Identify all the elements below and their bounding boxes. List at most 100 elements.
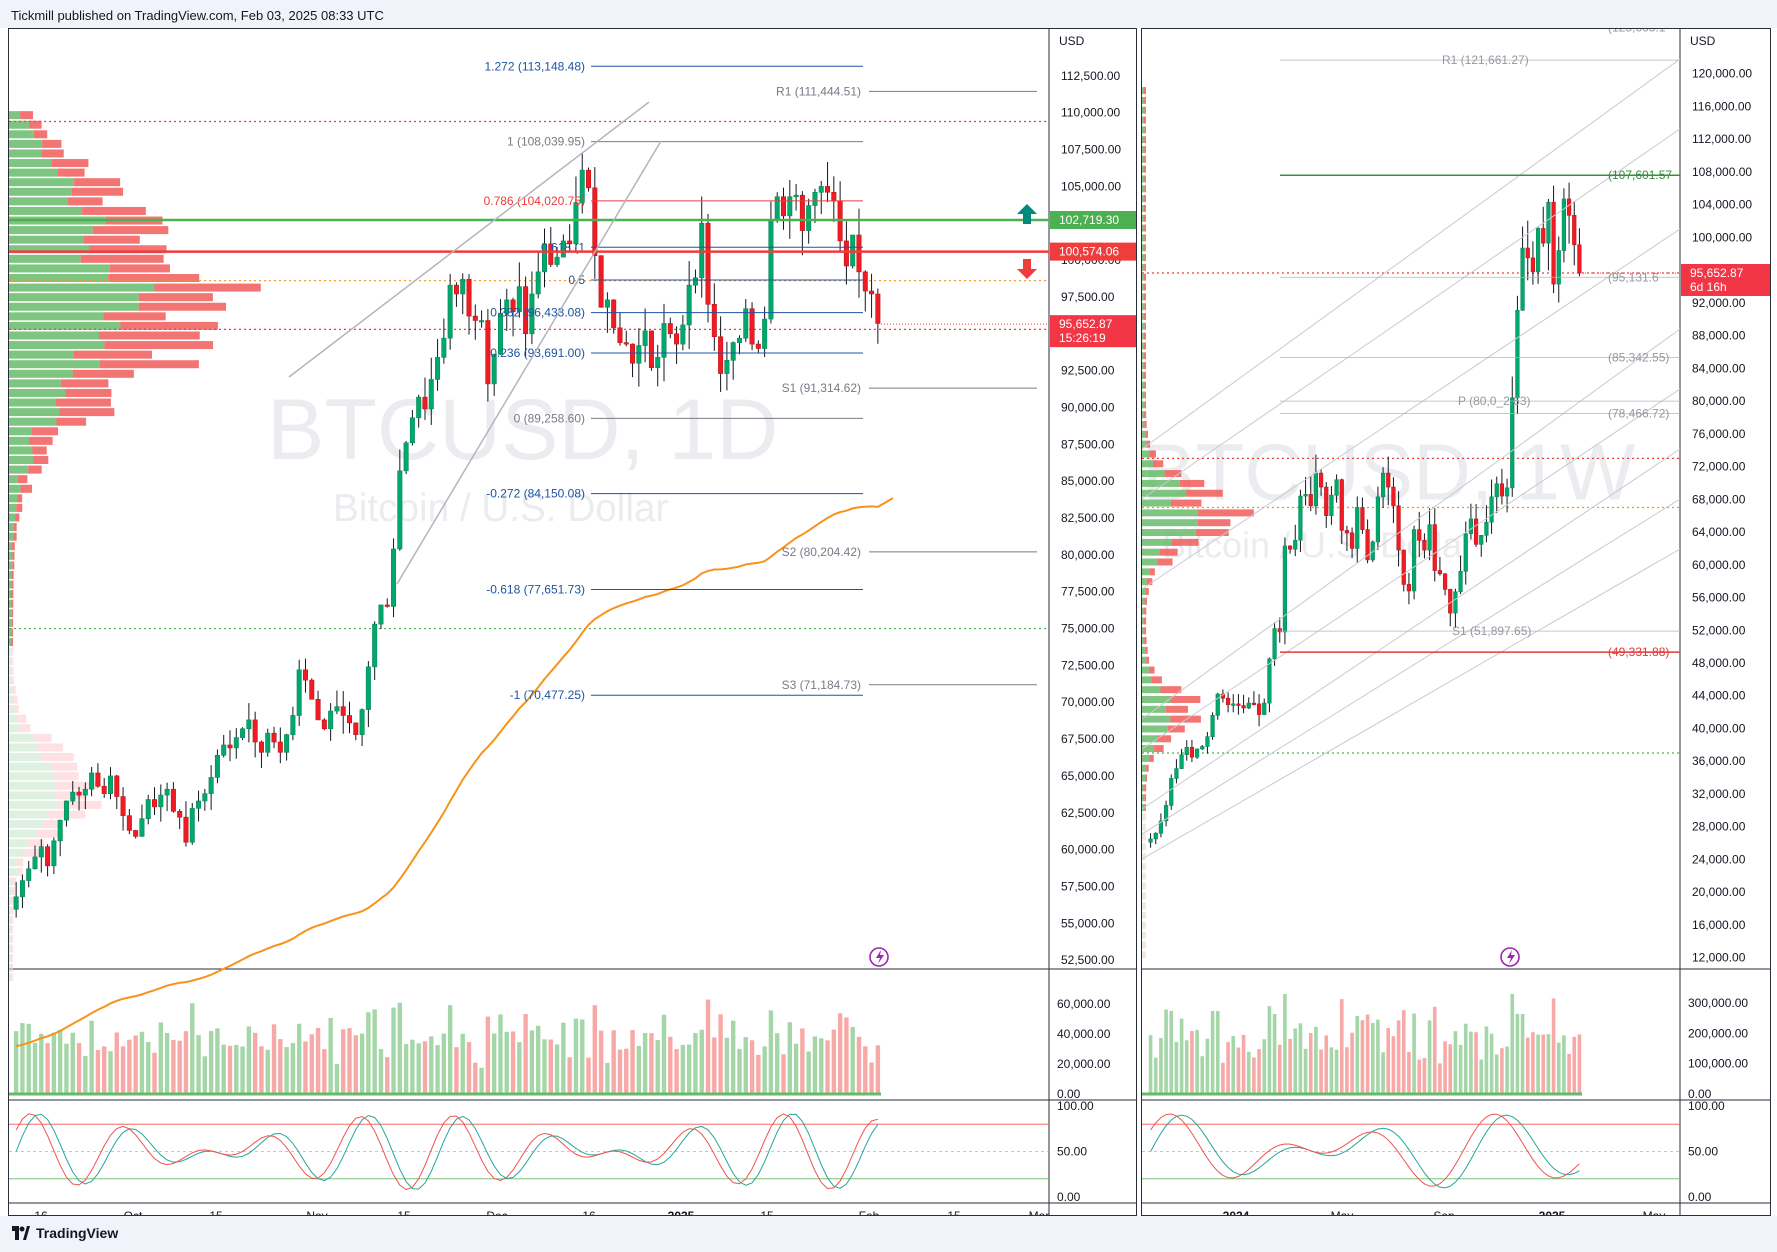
volume-bar	[680, 1044, 686, 1094]
volume-bar	[1350, 1032, 1354, 1094]
volume-profile-bar-down	[11, 925, 14, 934]
volume-bar	[240, 1046, 245, 1094]
volume-profile-bar-up	[1142, 273, 1144, 281]
volume-profile-bar-up	[1142, 106, 1145, 114]
tradingview-logo[interactable]: TradingView	[12, 1225, 118, 1241]
candle-down	[1551, 201, 1556, 285]
volume-profile-bar-down	[99, 331, 200, 340]
volume-profile-bar-up	[1142, 882, 1145, 890]
volume-bar	[64, 1043, 69, 1094]
last-price-countdown: 6d 16h	[1690, 280, 1727, 294]
volume-bar	[1339, 999, 1344, 1094]
volume-bar	[108, 1051, 113, 1094]
candle-up	[107, 775, 113, 794]
candle-up	[145, 799, 151, 819]
volume-profile-bar-up	[1142, 695, 1171, 703]
volume-bar	[1458, 1044, 1463, 1094]
volume-profile-bar-up	[1142, 332, 1144, 340]
volume-profile-bar-down	[1171, 538, 1199, 546]
candle-up	[63, 800, 69, 821]
candle-up	[1484, 521, 1489, 536]
volume-profile-bar-down	[1144, 146, 1146, 154]
price-tick-label: 90,000.00	[1061, 400, 1115, 414]
candle-up	[359, 709, 365, 735]
candle-down	[1318, 472, 1324, 488]
volume-profile-bar-up	[1142, 931, 1145, 939]
volume-profile-bar-down	[1144, 823, 1147, 831]
volume-profile-bar-down	[12, 685, 16, 694]
price-tick-label: 60,000.00	[1692, 558, 1746, 572]
volume-bar	[265, 1049, 270, 1094]
volume-profile-bar-down	[1144, 833, 1146, 841]
candle-down	[1417, 529, 1422, 541]
volume-profile-bar-down	[10, 963, 14, 972]
volume-bar	[1345, 1047, 1349, 1094]
time-tick-label: 2025	[668, 1209, 695, 1216]
price-tick-label: 70,000.00	[1061, 695, 1115, 709]
candle-down	[1277, 628, 1282, 633]
candle-up	[535, 271, 541, 295]
price-tick-label: 82,500.00	[1061, 511, 1115, 525]
trend-channel-line	[288, 101, 650, 378]
volume-bar	[1412, 1013, 1416, 1094]
volume-profile-bar-down	[33, 130, 48, 139]
volume-bar	[1386, 1028, 1391, 1094]
volume-profile-bar-up	[9, 149, 42, 158]
volume-bar	[39, 1033, 44, 1094]
volume-bar	[26, 1023, 31, 1094]
volume-tick-label: 0.00	[1057, 1087, 1081, 1101]
candle-up	[1561, 198, 1567, 251]
chart-daily-svg[interactable]: USD BTCUSD, 1D Bitcoin / U.S. Dollar 112,50…	[9, 29, 1137, 1216]
volume-profile-bar-up	[1142, 725, 1168, 733]
volume-profile-bar-up	[1142, 813, 1145, 821]
volume-profile-bar-down	[1144, 892, 1146, 900]
volume-bar	[441, 1033, 447, 1094]
candle-up	[680, 324, 686, 345]
volume-profile-bar-up	[9, 331, 100, 340]
volume-profile-bar-up	[1142, 637, 1145, 645]
volume-tick-label: 100,000.00	[1688, 1057, 1748, 1071]
volume-bar	[372, 1009, 377, 1094]
fib-level-label: -0.272 (84,150.08)	[486, 487, 585, 501]
volume-profile-bar-up	[1142, 902, 1145, 910]
candle-up	[265, 732, 271, 753]
volume-bar	[1479, 1059, 1484, 1094]
tradingview-logo-icon	[12, 1226, 30, 1240]
volume-profile-bar-down	[1170, 499, 1202, 507]
volume-bar	[800, 1028, 805, 1094]
volume-profile-bar-up	[9, 369, 73, 378]
fib-level-label: 1.272 (113,148.48)	[484, 59, 585, 73]
candle-down	[1308, 494, 1313, 507]
candle-up	[233, 737, 239, 749]
last-price-label: 95,652.87	[1690, 266, 1744, 280]
price-tick-label: 100,000.00	[1692, 230, 1752, 244]
volume-bar	[271, 1024, 277, 1094]
volume-bar	[863, 1046, 868, 1094]
chart-panel-daily[interactable]: USD BTCUSD, 1D Bitcoin / U.S. Dollar 112,50…	[8, 28, 1137, 1216]
volume-bar	[491, 1033, 497, 1094]
volume-bar	[246, 1026, 252, 1094]
volume-bar	[724, 1037, 730, 1094]
volume-bar	[139, 1031, 145, 1094]
candle-down	[1541, 228, 1546, 244]
time-tick-label: 2025	[1539, 1209, 1566, 1216]
volume-profile-bar-down	[10, 915, 14, 924]
time-tick-label: 16	[582, 1209, 596, 1216]
candle-up	[793, 194, 799, 198]
candle-down	[1448, 589, 1453, 614]
volume-profile-bar-up	[9, 638, 11, 647]
volume-bar	[605, 1062, 610, 1094]
volume-profile-bar-up	[1142, 155, 1145, 163]
candle-up	[38, 846, 44, 858]
volume-profile-bar-up	[9, 245, 90, 254]
volume-bar	[164, 1033, 170, 1094]
candle-down	[648, 330, 654, 368]
volume-profile-bar-up	[9, 446, 33, 455]
price-tick-label: 68,000.00	[1692, 492, 1746, 506]
volume-profile-bar-down	[103, 312, 166, 321]
volume-profile-bar-down	[1143, 195, 1146, 203]
volume-tick-label: 40,000.00	[1057, 1027, 1111, 1041]
volume-bar	[1541, 1034, 1546, 1094]
